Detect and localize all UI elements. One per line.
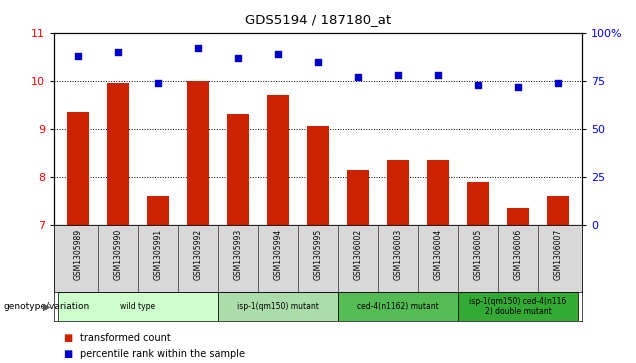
Text: isp-1(qm150) ced-4(n116
2) double mutant: isp-1(qm150) ced-4(n116 2) double mutant <box>469 297 567 317</box>
Text: ▶: ▶ <box>43 302 51 312</box>
Text: GSM1305994: GSM1305994 <box>273 228 282 280</box>
Point <box>473 82 483 87</box>
Bar <box>547 196 569 225</box>
Bar <box>107 83 129 225</box>
Text: GSM1306002: GSM1306002 <box>354 228 363 280</box>
Bar <box>307 126 329 225</box>
Bar <box>267 95 289 225</box>
Text: GSM1305990: GSM1305990 <box>114 228 123 280</box>
Bar <box>67 112 89 225</box>
Point <box>553 80 563 86</box>
Bar <box>218 292 338 321</box>
Bar <box>507 208 529 225</box>
Text: GSM1306007: GSM1306007 <box>553 228 562 280</box>
Text: isp-1(qm150) mutant: isp-1(qm150) mutant <box>237 302 319 311</box>
Point <box>233 55 243 61</box>
Text: GSM1306006: GSM1306006 <box>513 228 522 280</box>
Bar <box>347 170 369 225</box>
Bar <box>458 292 578 321</box>
Text: wild type: wild type <box>120 302 156 311</box>
Bar <box>147 196 169 225</box>
Text: ced-4(n1162) mutant: ced-4(n1162) mutant <box>357 302 439 311</box>
Point <box>513 83 523 89</box>
Point <box>313 58 323 65</box>
Text: GSM1305991: GSM1305991 <box>153 228 163 280</box>
Text: GSM1305993: GSM1305993 <box>233 228 242 280</box>
Point <box>193 45 203 51</box>
Bar <box>58 292 218 321</box>
Text: ■: ■ <box>64 333 73 343</box>
Text: ■: ■ <box>64 349 73 359</box>
Text: GSM1305992: GSM1305992 <box>193 228 202 280</box>
Point <box>353 74 363 80</box>
Bar <box>338 292 458 321</box>
Bar <box>187 81 209 225</box>
Point <box>73 53 83 59</box>
Text: GSM1306005: GSM1306005 <box>473 228 483 280</box>
Text: GDS5194 / 187180_at: GDS5194 / 187180_at <box>245 13 391 26</box>
Text: genotype/variation: genotype/variation <box>3 302 90 311</box>
Text: transformed count: transformed count <box>80 333 170 343</box>
Bar <box>387 160 409 225</box>
Text: GSM1306004: GSM1306004 <box>434 228 443 280</box>
Point <box>273 51 283 57</box>
Text: GSM1305995: GSM1305995 <box>314 228 322 280</box>
Text: percentile rank within the sample: percentile rank within the sample <box>80 349 244 359</box>
Bar <box>227 114 249 225</box>
Point <box>393 72 403 78</box>
Point <box>113 49 123 55</box>
Point <box>153 80 163 86</box>
Bar <box>467 182 489 225</box>
Point <box>433 72 443 78</box>
Bar <box>427 160 449 225</box>
Text: GSM1305989: GSM1305989 <box>74 228 83 280</box>
Text: GSM1306003: GSM1306003 <box>394 228 403 280</box>
